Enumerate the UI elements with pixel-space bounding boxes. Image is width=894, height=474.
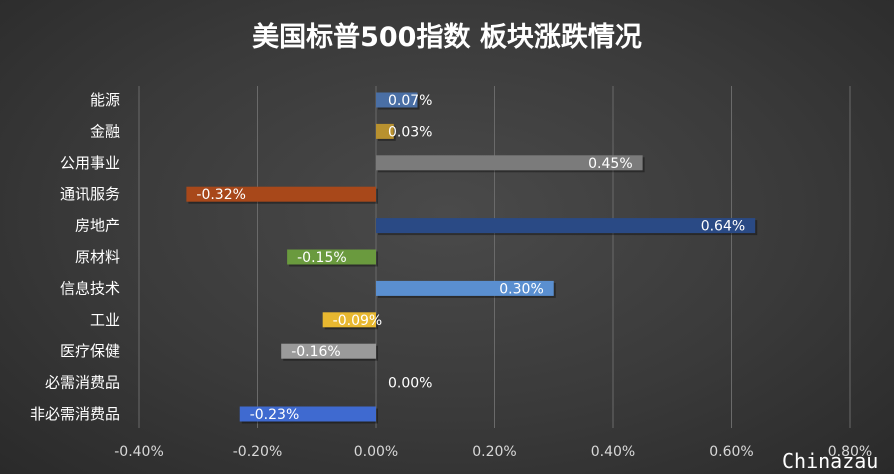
watermark: Chinazau xyxy=(782,449,878,473)
bar xyxy=(376,92,418,108)
bar xyxy=(376,218,756,234)
data-label: 0.64% xyxy=(701,219,745,235)
chart-title: 美国标普500指数 板块涨跌情况 xyxy=(252,21,642,53)
bar xyxy=(281,343,376,359)
x-tick-label: -0.20% xyxy=(233,444,283,460)
bar xyxy=(376,123,394,139)
data-label: 0.07% xyxy=(388,93,432,109)
bar xyxy=(186,186,376,202)
x-tick-label: 0.60% xyxy=(709,444,753,460)
category-label: 通讯服务 xyxy=(60,185,120,203)
data-label: 0.03% xyxy=(388,124,432,140)
bars xyxy=(186,92,758,424)
x-tick-label: 0.80% xyxy=(828,444,872,460)
data-labels: 0.07% 0.03% 0.45% -0.32% 0.64% -0.15% 0.30% -0.… xyxy=(196,93,745,423)
bar xyxy=(239,406,376,422)
category-label: 非必需消费品 xyxy=(30,405,120,423)
x-tick-label: 0.40% xyxy=(591,444,635,460)
data-label: -0.16% xyxy=(291,344,341,360)
data-label: -0.32% xyxy=(196,187,246,203)
category-label: 公用事业 xyxy=(60,154,120,172)
data-label: -0.09% xyxy=(333,313,383,329)
category-label: 原材料 xyxy=(75,248,120,266)
data-label: 0.30% xyxy=(499,281,543,297)
data-label: -0.23% xyxy=(250,407,300,423)
bar xyxy=(322,312,376,328)
category-label: 医疗保健 xyxy=(60,342,120,360)
data-label: -0.15% xyxy=(297,250,347,266)
data-label: 0.45% xyxy=(588,156,632,172)
category-label: 金融 xyxy=(90,122,120,140)
grid-lines xyxy=(138,86,851,428)
category-label: 房地产 xyxy=(75,217,120,235)
data-label: 0.00% xyxy=(388,376,432,392)
x-tick-label: -0.40% xyxy=(114,444,164,460)
bar xyxy=(376,155,643,171)
x-tick-label: 0.00% xyxy=(354,444,398,460)
bar xyxy=(287,249,376,265)
category-label: 能源 xyxy=(90,91,120,109)
category-label: 必需消费品 xyxy=(45,374,120,392)
bar xyxy=(376,280,554,296)
x-tick-labels: -0.40% -0.20% 0.00% 0.20% 0.40% 0.60% 0.80% xyxy=(114,444,872,460)
x-tick-label: 0.20% xyxy=(472,444,516,460)
category-label: 工业 xyxy=(90,311,120,329)
category-label: 信息技术 xyxy=(60,279,120,297)
